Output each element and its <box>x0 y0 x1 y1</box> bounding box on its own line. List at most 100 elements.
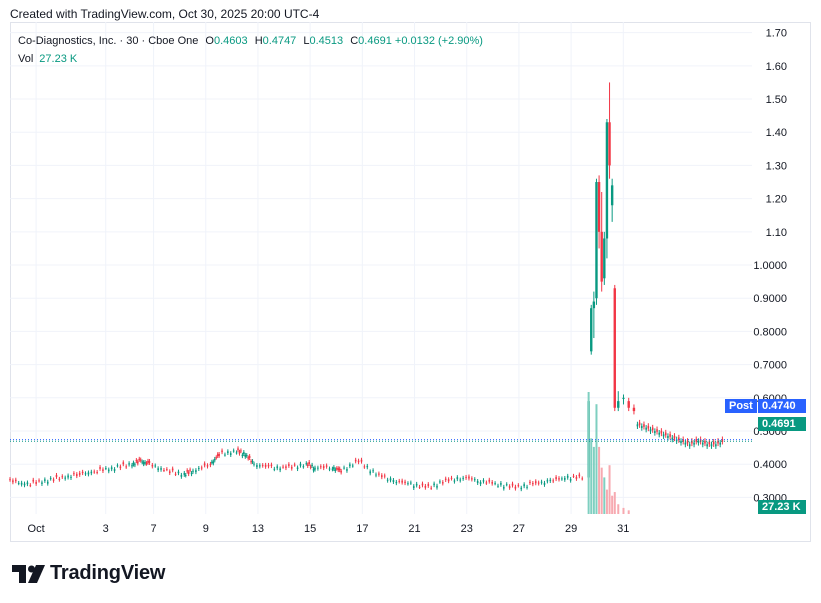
tail-candle-body <box>671 437 674 440</box>
candle-body <box>290 466 293 469</box>
candle-body <box>247 457 249 459</box>
candle-body <box>232 450 235 452</box>
candle-body <box>561 478 563 480</box>
spike-candle-body <box>632 407 636 412</box>
chart-frame <box>10 22 811 542</box>
candle-body <box>317 467 319 469</box>
candle-body <box>38 480 40 482</box>
high-label: H <box>254 35 263 47</box>
tail-candle-body <box>654 431 656 433</box>
tail-candle-body <box>712 441 715 445</box>
candle-body <box>529 481 531 484</box>
candle-body <box>485 482 488 484</box>
candle-body <box>157 468 159 471</box>
spike-candle-body <box>595 182 598 299</box>
candle-body <box>177 471 180 474</box>
candle-body <box>93 471 96 473</box>
tradingview-logo-icon <box>12 564 45 583</box>
candle-body <box>237 448 239 450</box>
candle-body <box>174 473 177 475</box>
candle-body <box>131 465 133 467</box>
spike-candle-body <box>610 185 614 206</box>
candle-body <box>331 468 334 470</box>
candle-body <box>511 483 514 486</box>
candle-body <box>61 476 64 478</box>
candle-body <box>138 458 141 460</box>
time-tick-label: Oct <box>28 523 45 535</box>
price-tick-label: 1.20 <box>766 194 787 206</box>
volume-bar <box>622 507 625 514</box>
high-value: 0.4747 <box>262 35 297 47</box>
candle-body <box>20 482 23 485</box>
candle-body <box>145 463 148 465</box>
candle-body <box>78 472 81 475</box>
candle-body <box>279 468 281 471</box>
candle-body <box>517 485 520 487</box>
tail-candle-body <box>651 427 654 431</box>
candle-body <box>338 468 341 471</box>
candle-body <box>456 477 459 480</box>
candle-body <box>12 480 14 483</box>
volume-bar <box>590 438 593 514</box>
tail-candle-body <box>667 435 669 438</box>
price-tick-label: 1.0000 <box>753 260 787 272</box>
volume-legend: Vol 27.23 K <box>18 53 77 65</box>
tail-candle-body <box>662 434 665 437</box>
candle-body <box>251 461 254 463</box>
candle-body <box>203 463 206 466</box>
candle-body <box>288 464 290 466</box>
candle-body <box>473 479 476 481</box>
spike-candle-body <box>590 308 593 352</box>
tail-candle-body <box>643 424 645 427</box>
candle-body <box>302 466 305 468</box>
candle-body <box>229 453 232 455</box>
candle-body <box>386 479 389 481</box>
tail-candle-body <box>710 444 713 447</box>
candle-body <box>99 467 101 469</box>
candle-body <box>261 465 264 467</box>
candle-body <box>73 473 75 475</box>
symbol-label: Co-Diagnostics, Inc. · 30 · Cboe One <box>18 35 199 47</box>
spike-candle-body <box>597 182 601 232</box>
post-price-tag: 0.4740 <box>758 399 806 413</box>
candle-body <box>343 467 345 469</box>
candle-body <box>421 483 424 486</box>
time-tick-label: 9 <box>203 523 209 535</box>
tradingview-logo[interactable]: TradingView <box>12 562 165 585</box>
candle-body <box>436 485 438 488</box>
candle-body <box>189 469 191 471</box>
candle-body <box>412 486 415 488</box>
tail-candle-body <box>684 442 687 445</box>
candle-body <box>465 476 467 478</box>
tail-candle-body <box>640 426 643 429</box>
spike-candle-body <box>622 397 625 399</box>
candle-body <box>58 478 61 480</box>
candle-body <box>572 475 575 477</box>
volume-bar <box>587 392 590 514</box>
candle-body <box>299 463 302 466</box>
volume-bar <box>608 465 611 514</box>
time-tick-label: 31 <box>617 523 629 535</box>
candle-body <box>107 469 110 472</box>
price-tick-label: 0.8000 <box>753 326 787 338</box>
tail-candle-body <box>678 437 680 441</box>
candle-body <box>116 465 119 467</box>
time-tick-label: 21 <box>408 523 420 535</box>
candle-body <box>404 481 406 484</box>
tail-candle-body <box>645 427 647 430</box>
candle-body <box>192 470 194 472</box>
tail-candle-body <box>721 439 724 442</box>
candle-body <box>333 467 335 470</box>
candle-body <box>187 472 190 475</box>
candle-body <box>67 475 69 478</box>
last-price-tag: 0.4691 <box>758 417 806 431</box>
candle-body <box>514 486 517 489</box>
spike-candle-body <box>603 238 606 279</box>
time-tick-label: 13 <box>252 523 264 535</box>
candle-body <box>253 463 255 465</box>
price-tick-label: 1.40 <box>766 127 787 139</box>
candle-body <box>450 477 453 479</box>
candle-body <box>190 473 193 475</box>
price-tick-label: 0.4000 <box>753 459 787 471</box>
